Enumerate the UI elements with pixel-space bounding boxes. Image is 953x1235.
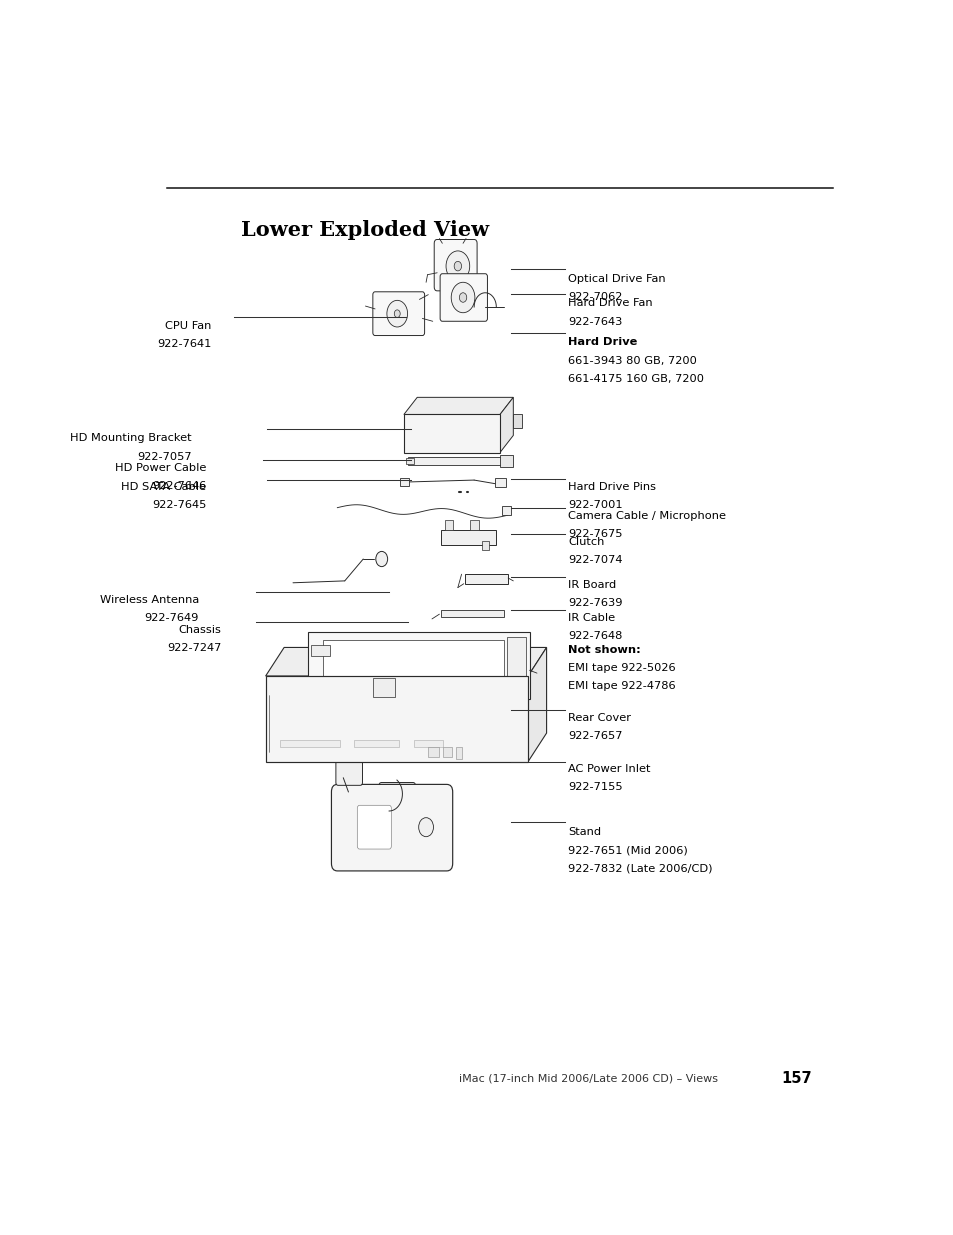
Text: Optical Drive Fan: Optical Drive Fan — [567, 274, 665, 284]
Circle shape — [418, 818, 433, 836]
Text: Lower Exploded View: Lower Exploded View — [241, 221, 489, 241]
Bar — [415, 424, 492, 432]
Bar — [428, 747, 439, 757]
Text: HD Mounting Bracket: HD Mounting Bracket — [70, 433, 192, 443]
Text: 922-7057: 922-7057 — [137, 452, 192, 462]
Text: Not shown:: Not shown: — [567, 645, 640, 655]
Bar — [513, 415, 521, 427]
Text: Chassis: Chassis — [178, 625, 221, 635]
Bar — [440, 530, 496, 545]
Text: Clutch: Clutch — [567, 537, 604, 547]
Bar — [407, 457, 503, 464]
Polygon shape — [499, 398, 513, 452]
Text: 922-7062: 922-7062 — [567, 291, 621, 301]
Text: CPU Fan: CPU Fan — [165, 321, 212, 331]
Text: Hard Drive Fan: Hard Drive Fan — [567, 299, 652, 309]
Circle shape — [451, 283, 475, 312]
Bar — [495, 478, 505, 487]
Bar — [406, 458, 413, 464]
Bar — [400, 478, 409, 485]
Text: 922-7651 (Mid 2006): 922-7651 (Mid 2006) — [567, 845, 687, 856]
Text: 922-7646: 922-7646 — [152, 482, 206, 492]
Bar — [501, 506, 511, 515]
Bar — [488, 420, 497, 436]
FancyBboxPatch shape — [335, 761, 362, 785]
Text: 922-7643: 922-7643 — [567, 316, 621, 326]
Text: 157: 157 — [781, 1071, 811, 1086]
Bar — [322, 640, 503, 689]
Text: AC Power Inlet: AC Power Inlet — [567, 764, 650, 774]
Text: 922-7648: 922-7648 — [567, 631, 621, 641]
Bar — [481, 541, 488, 551]
FancyBboxPatch shape — [331, 784, 453, 871]
Polygon shape — [403, 398, 513, 415]
Text: 922-7657: 922-7657 — [567, 731, 622, 741]
Text: HD Power Cable: HD Power Cable — [115, 463, 206, 473]
Text: EMI tape 922-5026: EMI tape 922-5026 — [567, 663, 675, 673]
Bar — [403, 415, 499, 452]
Bar — [499, 456, 513, 467]
Bar — [456, 747, 462, 758]
Text: HD SATA Cable: HD SATA Cable — [121, 482, 206, 492]
Bar — [373, 678, 395, 697]
Bar — [465, 574, 508, 584]
Bar — [507, 637, 525, 694]
Text: 922-7074: 922-7074 — [567, 556, 622, 566]
Circle shape — [394, 310, 400, 317]
FancyBboxPatch shape — [373, 291, 424, 336]
Text: 661-3943 80 GB, 7200: 661-3943 80 GB, 7200 — [567, 356, 697, 366]
Text: 661-4175 160 GB, 7200: 661-4175 160 GB, 7200 — [567, 373, 703, 384]
Text: 922-7675: 922-7675 — [567, 529, 622, 538]
Text: 922-7645: 922-7645 — [152, 500, 206, 510]
FancyBboxPatch shape — [357, 805, 391, 848]
Text: Wireless Antenna: Wireless Antenna — [100, 595, 199, 605]
Text: iMac (17-inch Mid 2006/Late 2006 CD) – Views: iMac (17-inch Mid 2006/Late 2006 CD) – V… — [458, 1073, 718, 1083]
Text: Stand: Stand — [567, 827, 600, 837]
Circle shape — [446, 251, 469, 282]
Circle shape — [454, 262, 461, 270]
Text: 922-7641: 922-7641 — [157, 340, 212, 350]
Polygon shape — [528, 647, 546, 762]
Bar — [470, 520, 478, 530]
Bar — [311, 645, 330, 656]
Bar — [442, 747, 452, 757]
Circle shape — [387, 300, 407, 327]
FancyBboxPatch shape — [378, 783, 416, 815]
Text: Hard Drive Pins: Hard Drive Pins — [567, 482, 656, 492]
Text: 922-7649: 922-7649 — [145, 614, 199, 624]
Bar — [308, 632, 529, 699]
Text: EMI tape 922-4786: EMI tape 922-4786 — [567, 680, 675, 690]
Bar — [440, 610, 503, 618]
Text: 922-7832 (Late 2006/CD): 922-7832 (Late 2006/CD) — [567, 863, 712, 873]
Bar — [413, 740, 442, 747]
Bar — [354, 740, 398, 747]
Text: 922-7155: 922-7155 — [567, 783, 622, 793]
Circle shape — [459, 293, 466, 303]
FancyBboxPatch shape — [434, 240, 476, 291]
Polygon shape — [265, 647, 546, 676]
Circle shape — [375, 551, 387, 567]
Text: IR Cable: IR Cable — [567, 614, 615, 624]
Bar — [265, 676, 528, 762]
Text: Hard Drive: Hard Drive — [567, 337, 637, 347]
Text: Camera Cable / Microphone: Camera Cable / Microphone — [567, 510, 725, 520]
Text: Rear Cover: Rear Cover — [567, 713, 630, 722]
FancyBboxPatch shape — [439, 274, 487, 321]
Bar — [444, 520, 453, 530]
Text: 922-7639: 922-7639 — [567, 598, 622, 608]
Text: 922-7001: 922-7001 — [567, 500, 622, 510]
Text: IR Board: IR Board — [567, 580, 616, 590]
Bar — [280, 740, 339, 747]
Text: 922-7247: 922-7247 — [167, 642, 221, 652]
